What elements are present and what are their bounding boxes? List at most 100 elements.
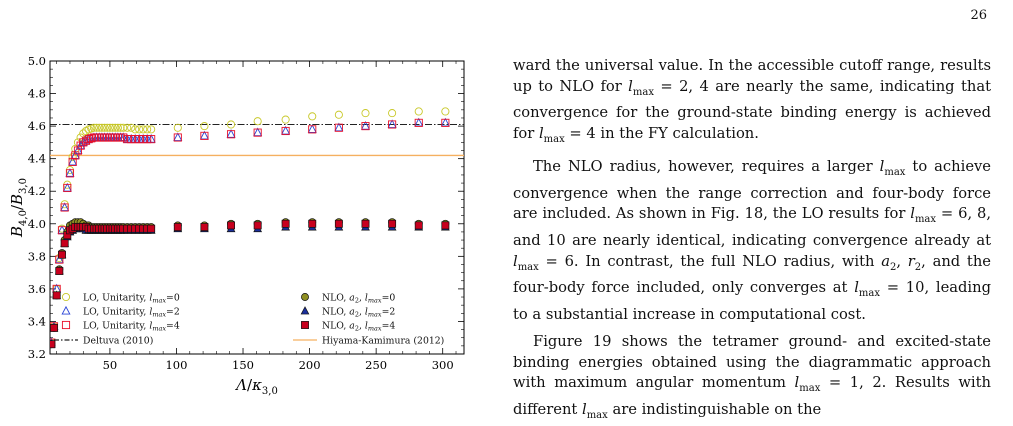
data-point [89, 123, 98, 132]
legend-label: LO, Unitarity, lmax=0 [83, 293, 180, 305]
data-point [73, 146, 83, 155]
data-point [52, 291, 61, 300]
data-point [71, 151, 80, 160]
data-point [110, 132, 120, 142]
data-point [102, 132, 112, 142]
data-point [308, 112, 317, 121]
data-point [54, 254, 64, 264]
legend-marker [61, 305, 71, 315]
y-tick-label: 3.4 [28, 314, 46, 328]
data-point [361, 122, 370, 131]
data-point [57, 225, 67, 234]
text-column: ward the universal value. In the accessi… [513, 56, 991, 426]
legend-label: NLO, a2, lmax=0 [322, 293, 395, 305]
data-point [58, 250, 66, 259]
x-tick-label: 200 [299, 358, 321, 372]
data-point [441, 107, 450, 116]
y-tick-label: 4.8 [28, 87, 46, 101]
data-point [147, 224, 156, 233]
paragraph-2: The NLO radius, however, requires a larg… [513, 158, 992, 323]
data-point [81, 136, 90, 145]
data-point [173, 133, 182, 142]
legend-label: LO, Unitarity, lmax=2 [83, 307, 180, 319]
data-point [388, 219, 397, 228]
data-point [441, 118, 450, 127]
data-point [68, 157, 77, 166]
data-point [226, 130, 236, 139]
data-point [113, 123, 122, 132]
data-point [123, 123, 132, 132]
data-point [105, 132, 115, 142]
y-tick-label: 4.2 [28, 184, 46, 198]
figure-binding-energy-ratio: 50 100 150 200 250 300 3.2 3.4 3.6 3.8 4.0 4.2 4.4 4.… [0, 44, 480, 426]
data-point [60, 203, 69, 212]
y-tick-label: 3.6 [28, 282, 46, 296]
legend-marker [61, 320, 71, 330]
data-point [226, 129, 236, 138]
data-point [361, 219, 370, 228]
data-point [253, 128, 262, 137]
data-point [414, 107, 423, 116]
data-point [227, 221, 235, 230]
data-point [135, 125, 144, 134]
data-point [111, 123, 120, 132]
data-point [281, 125, 291, 135]
data-point [139, 125, 148, 134]
data-point [253, 117, 262, 126]
data-point [131, 125, 140, 134]
paragraph-3: Figure 19 shows the tetramer ground- and… [513, 333, 991, 421]
data-point [50, 324, 58, 332]
legend-label: NLO, a2, lmax=2 [322, 307, 395, 319]
data-point [94, 132, 104, 142]
chart-svg: 50 100 150 200 250 300 3.2 3.4 3.6 3.8 4.0 4.2 4.4 4.… [8, 54, 465, 397]
y-tick-label: 4.0 [28, 217, 46, 231]
data-point [143, 125, 152, 134]
data-point [68, 152, 77, 162]
data-point [199, 130, 209, 140]
data-point [173, 132, 183, 142]
data-point [360, 121, 371, 130]
data-point [414, 118, 423, 127]
data-point [55, 267, 64, 275]
data-point [200, 131, 209, 140]
data-point [334, 122, 344, 132]
legend-marker [300, 306, 310, 315]
data-point [65, 168, 75, 177]
data-point [97, 123, 106, 132]
data-point [97, 132, 107, 142]
data-markers [50, 107, 450, 349]
data-point [361, 109, 370, 118]
data-point [119, 123, 128, 132]
data-point [116, 123, 125, 132]
data-point [226, 120, 236, 129]
data-point [200, 122, 209, 131]
data-point [253, 221, 262, 230]
legend-label: LO, Unitarity, lmax=4 [83, 321, 180, 333]
data-point [50, 340, 56, 349]
data-point [95, 123, 104, 132]
data-point [308, 125, 317, 134]
legend-marker [301, 293, 309, 301]
data-point [60, 239, 69, 248]
data-point [108, 132, 118, 142]
data-point [103, 123, 112, 132]
y-tick-label: 4.6 [28, 119, 46, 133]
data-point [62, 182, 72, 192]
x-tick-label: 100 [165, 358, 187, 372]
data-point [68, 156, 78, 166]
data-point [173, 223, 182, 231]
data-point [100, 123, 109, 132]
legend-label: NLO, a2, lmax=4 [322, 321, 395, 333]
data-point [441, 221, 450, 230]
data-point [147, 125, 156, 134]
data-point [63, 183, 72, 193]
y-tick-label: 3.2 [28, 347, 46, 361]
data-point [127, 123, 136, 132]
data-point [200, 223, 209, 231]
data-point [307, 124, 317, 133]
data-point [65, 169, 75, 178]
y-axis-label: B4,0/B3,0 [8, 178, 29, 238]
data-point [334, 219, 343, 228]
data-point [387, 119, 397, 128]
data-point [281, 219, 290, 228]
